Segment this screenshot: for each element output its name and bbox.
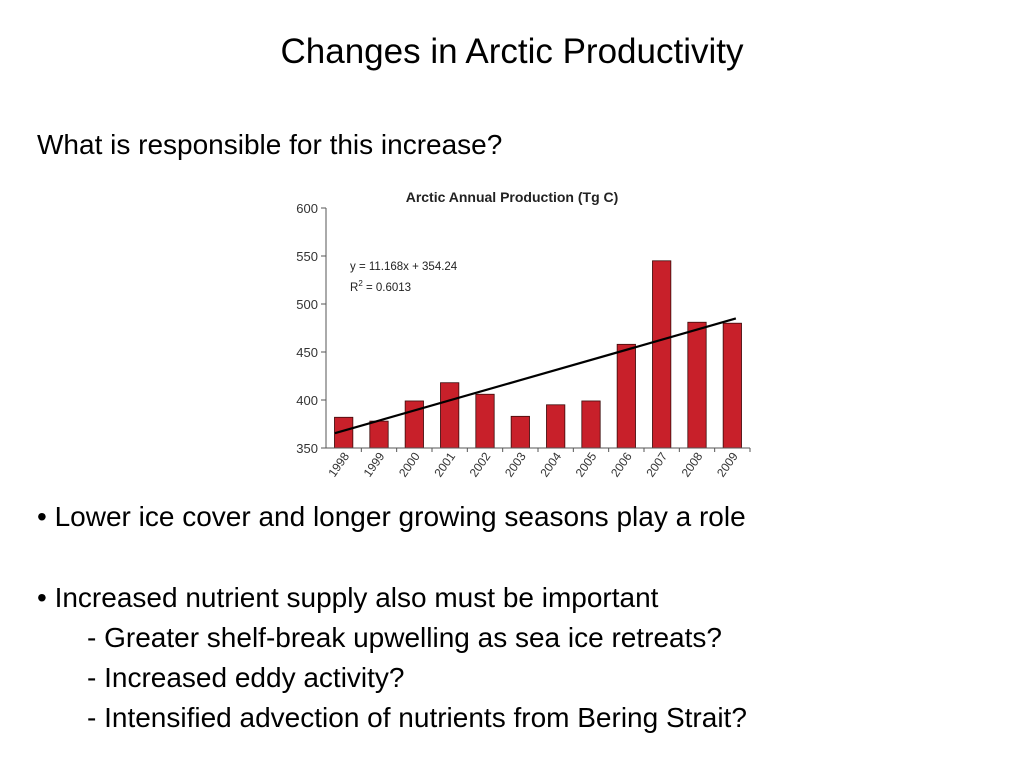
x-tick-label: 2004 [537, 449, 564, 479]
chart-title: Arctic Annual Production (Tg C) [406, 189, 619, 205]
x-tick-label: 2008 [679, 449, 706, 479]
y-tick-label: 350 [296, 441, 318, 456]
x-tick-label: 2003 [502, 449, 529, 479]
production-chart: Arctic Annual Production (Tg C) 600 550 50… [280, 180, 760, 490]
trendline [334, 317, 737, 435]
y-tick-label: 550 [296, 249, 318, 264]
bullet-item: • Increased nutrient supply also must be… [37, 582, 659, 613]
x-tick-label: 2006 [608, 449, 635, 479]
sub-bullet-item: - Increased eddy activity? [87, 662, 405, 693]
bullet-spacer [37, 537, 1007, 578]
bar-2005 [581, 400, 601, 449]
bar-2008 [687, 321, 707, 449]
x-tick-label: 1998 [325, 449, 352, 479]
x-tick-label: 2007 [643, 449, 670, 479]
y-tick-label: 600 [296, 201, 318, 216]
y-tick-label: 400 [296, 393, 318, 408]
x-axis: 1998 1999 2000 2001 2002 2003 2004 2005 2006 2007… [325, 447, 751, 480]
y-tick-label: 450 [296, 345, 318, 360]
r-squared-exponent: 2 [358, 279, 363, 288]
sub-bullet-item: - Greater shelf-break upwelling as sea i… [87, 622, 722, 653]
bar-2004 [546, 404, 566, 449]
bar-2002 [475, 393, 495, 449]
x-tick-label: 2002 [467, 449, 494, 479]
y-tick-label: 500 [296, 297, 318, 312]
bar-2006 [616, 343, 636, 449]
bar-2009 [722, 322, 742, 449]
x-tick-label: 2000 [396, 449, 423, 479]
bar-2003 [510, 415, 530, 449]
x-tick-label: 1999 [361, 449, 388, 479]
r-squared-value: = 0.6013 [363, 282, 411, 294]
x-tick-label: 2001 [431, 449, 458, 479]
slide-title: Changes in Arctic Productivity [280, 32, 744, 71]
bar-2007 [652, 260, 672, 449]
bar-2001 [440, 382, 460, 449]
x-tick-label: 2005 [573, 449, 600, 479]
trendline-group [334, 317, 737, 435]
r-squared-r: R [350, 282, 358, 294]
bar-1999 [369, 420, 389, 449]
r-squared-label: R2 = 0.6013 [350, 279, 411, 294]
y-axis: 600 550 500 450 400 350 [296, 201, 327, 456]
bullet-item: • Lower ice cover and longer growing sea… [37, 501, 746, 532]
trendline-equation: y = 11.168x + 354.24 [350, 261, 458, 273]
sub-bullet-item: - Intensified advection of nutrients fro… [87, 702, 747, 733]
x-tick-label: 2009 [714, 449, 741, 479]
question-text: What is responsible for this increase? [37, 129, 503, 160]
bar-chart-svg: Arctic Annual Production (Tg C) 600 550 50… [296, 189, 751, 480]
bullet-list: • Lower ice cover and longer growing sea… [37, 497, 1007, 738]
